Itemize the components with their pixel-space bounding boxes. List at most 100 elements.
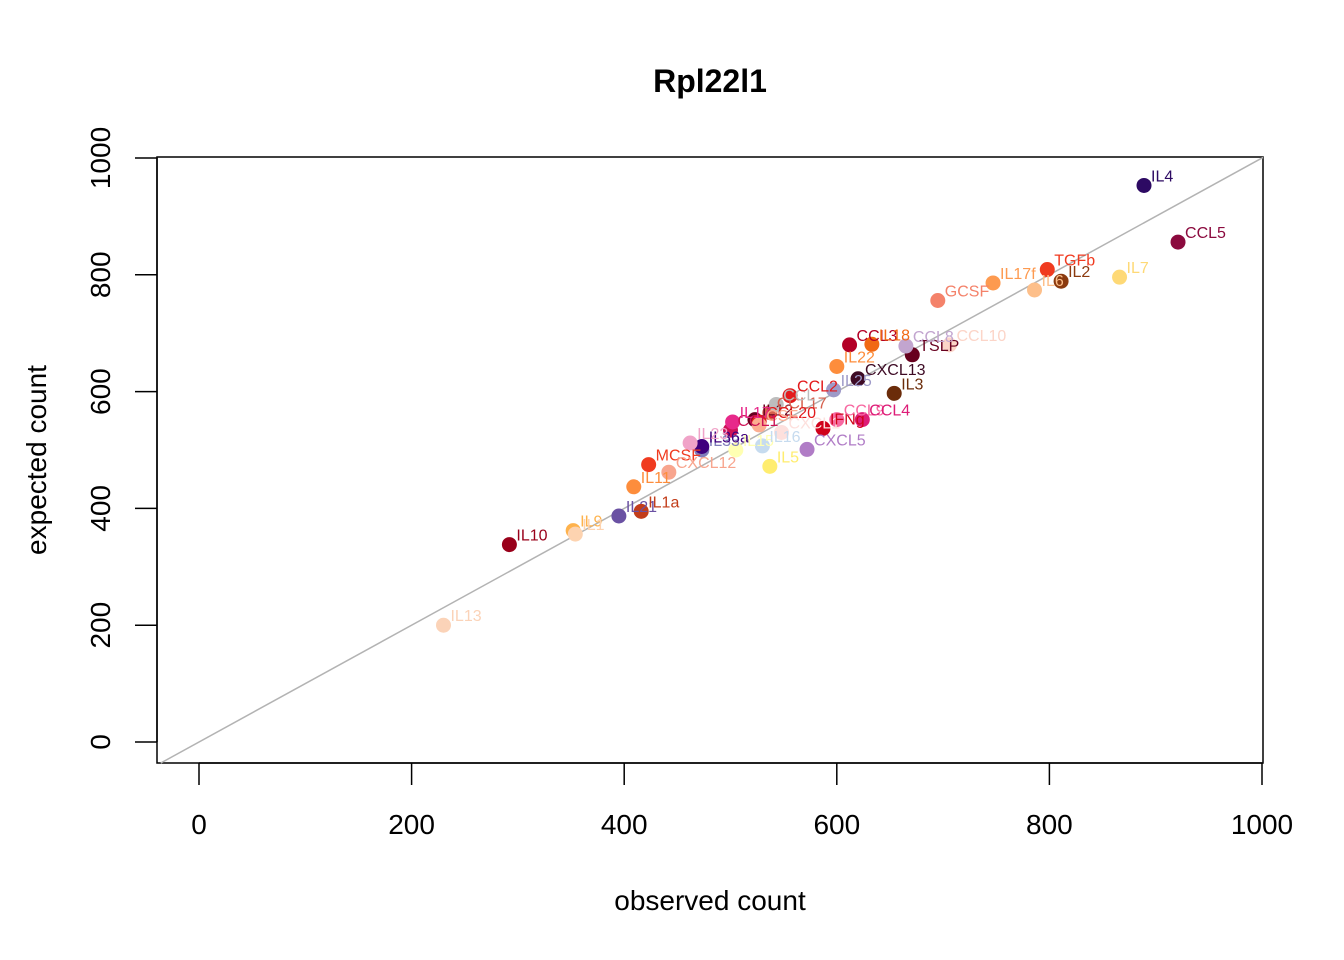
point-label-il17f: IL17f: [1000, 266, 1036, 283]
point-label-ccl17: CCL17: [777, 396, 827, 413]
point-il25: [826, 382, 842, 398]
y-tick-label: 400: [85, 485, 116, 532]
point-il6: [1027, 282, 1043, 298]
point-label-il11: IL11: [641, 470, 671, 487]
point-ccl: [768, 396, 784, 412]
point-il36a: [694, 438, 710, 454]
point-label-il5: IL5: [777, 449, 799, 466]
point-il11: [626, 479, 642, 495]
point-label-mcsf: MCSF: [656, 448, 702, 465]
chart-title: Rpl22l1: [653, 63, 767, 99]
point-label-cxcl12: CXCL12: [676, 455, 737, 472]
point-il23: [682, 435, 698, 451]
point-ccl8: [898, 338, 914, 354]
point-ccl10: [941, 337, 957, 353]
point-label-il17: IL17: [740, 405, 771, 422]
point-il16: [754, 438, 770, 454]
x-tick-label: 200: [388, 809, 435, 840]
point-ccl3: [842, 337, 858, 353]
point-label-cxcl13: CXCL13: [865, 362, 926, 379]
point-il4: [1136, 177, 1152, 193]
point-il3: [886, 385, 902, 401]
point-label-il33: IL33: [709, 433, 740, 450]
point-il17f: [985, 275, 1001, 291]
point-label-tslp: TSLP: [919, 338, 959, 355]
point-il10: [501, 537, 517, 553]
point-cxcl12: [661, 464, 677, 480]
y-axis: 0 200 400 600 800 1000: [85, 127, 158, 750]
point-cxcl1: [774, 424, 790, 440]
point-label-ccl20: CCL20: [766, 405, 816, 422]
point-label-csf: CSF: [766, 408, 798, 425]
point-cxcl13: [850, 371, 866, 387]
point-label-il36a: IL36a: [709, 429, 749, 446]
point-label-il10: IL10: [516, 528, 547, 545]
point-label-il18: IL18: [879, 327, 910, 344]
y-tick-label: 1000: [85, 127, 116, 189]
point-il13: [435, 617, 451, 633]
point-label-il3: IL3: [901, 376, 923, 393]
point-mcsf: [641, 457, 657, 473]
point-label-ccl9: CCL9: [844, 403, 885, 420]
point-label-tgfb: TGFb: [1054, 253, 1095, 270]
point-il5: [762, 458, 778, 474]
point-ccl5: [1170, 234, 1186, 250]
point-label-il9: IL9: [580, 514, 602, 531]
point-label-il1a: IL1a: [648, 494, 679, 511]
x-tick-label: 400: [601, 809, 648, 840]
point-tgfb: [1039, 262, 1055, 278]
point-label-ccl8: CCL8: [913, 329, 954, 346]
point-label-il7: IL7: [1127, 260, 1149, 277]
point-il15: [728, 442, 744, 458]
point-label-ccl4: CCL4: [869, 403, 910, 420]
point-label-il23: IL23: [697, 426, 728, 443]
y-tick-label: 800: [85, 251, 116, 298]
y-tick-label: 0: [85, 734, 116, 750]
point-il2: [1053, 273, 1069, 289]
point-il7: [1112, 269, 1128, 285]
point-label-gcsf: GCSF: [945, 283, 990, 300]
x-axis: 0 200 400 600 800 1000: [191, 762, 1293, 840]
point-ccl4: [854, 412, 870, 428]
point-label-ccl3: CCL3: [857, 328, 898, 345]
point-il17: [725, 414, 741, 430]
point-ccl2: [782, 388, 798, 404]
y-tick-label: 600: [85, 368, 116, 415]
x-axis-label: observed count: [614, 885, 806, 916]
point-label-il1: IL1: [582, 517, 604, 534]
point-label-il16: IL16: [769, 429, 800, 446]
point-cxcl5: [799, 441, 815, 457]
point-label-il15: IL15: [743, 433, 774, 450]
identity-reference-line: [160, 156, 1264, 764]
point-csf: [751, 417, 767, 433]
point-il1a: [633, 503, 649, 519]
point-label-il22: IL22: [844, 349, 875, 366]
y-axis-label: expected count: [21, 365, 52, 555]
point-ccl9: [829, 412, 845, 428]
y-tick-label: 200: [85, 602, 116, 649]
point-il22: [829, 358, 845, 374]
point-label-ccl5: CCL5: [1185, 225, 1226, 242]
point-label-il21: IL21: [626, 499, 657, 516]
point-label-il6: IL6: [1042, 273, 1064, 290]
point-label-cxcl5: CXCL5: [814, 432, 866, 449]
x-tick-label: 800: [1026, 809, 1073, 840]
point-label-cxcl1: CXCL1: [789, 415, 841, 432]
point-ifng: [815, 420, 831, 436]
x-tick-label: 1000: [1231, 809, 1293, 840]
point-label-ifng: IFNg: [830, 411, 865, 428]
point-label-il13: IL13: [450, 608, 481, 625]
point-label-ccl: CCL: [783, 387, 815, 404]
point-label-il25: IL25: [841, 373, 872, 390]
x-tick-label: 600: [813, 809, 860, 840]
point-label-ccl1: CCL1: [738, 413, 779, 430]
point-label-il4: IL4: [1151, 168, 1173, 185]
point-il18: [864, 336, 880, 352]
point-label-ccl10: CCL10: [956, 328, 1006, 345]
point-label-ccl2: CCL2: [797, 379, 838, 396]
point-il1: [567, 526, 583, 542]
point-gcsf: [930, 292, 946, 308]
x-tick-label: 0: [191, 809, 207, 840]
